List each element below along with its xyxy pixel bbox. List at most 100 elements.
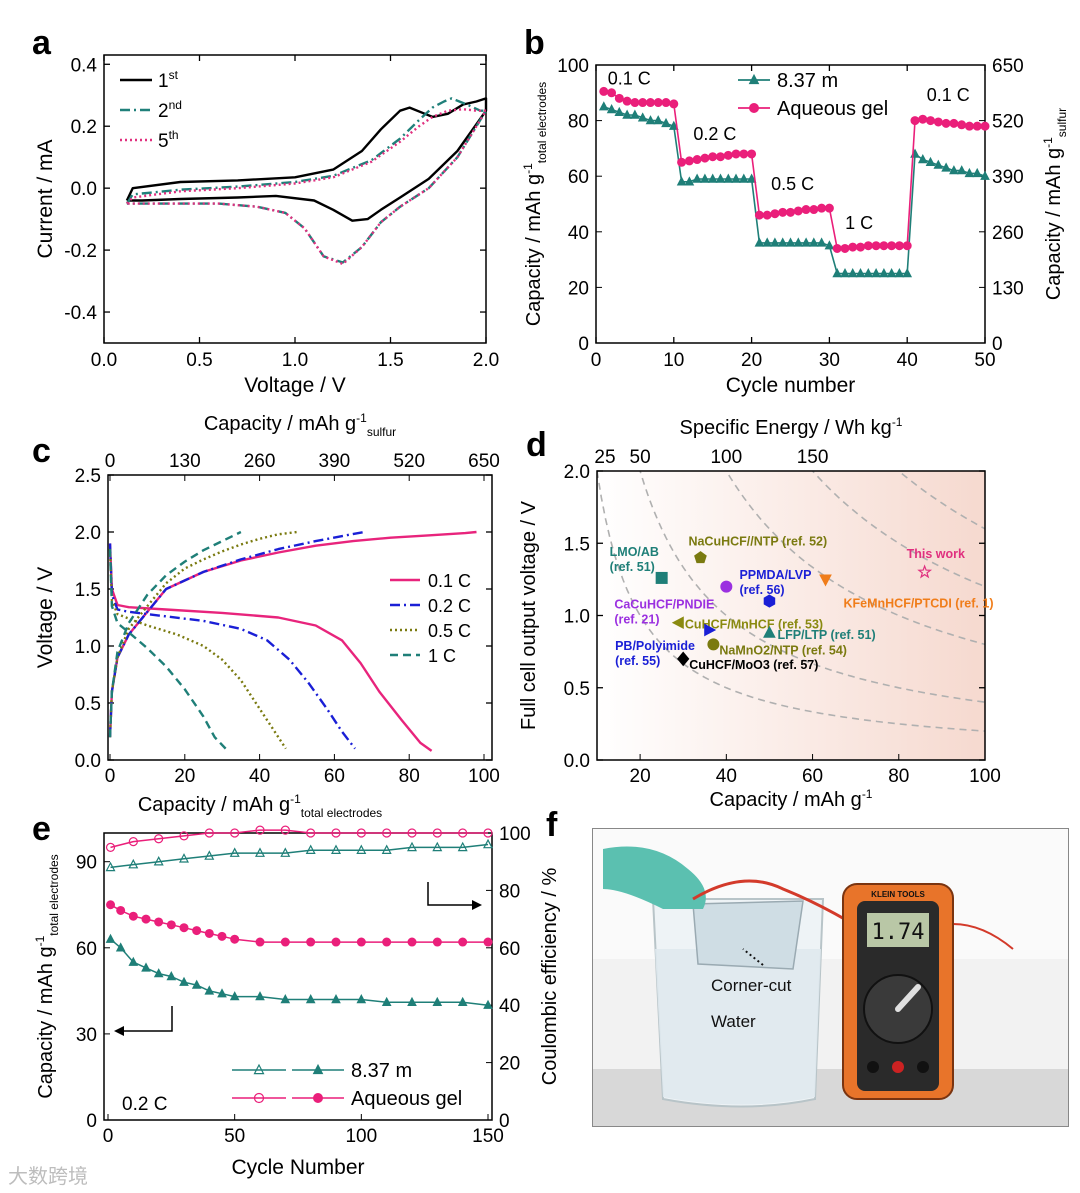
panel-b-point <box>738 173 749 183</box>
panel-b-point <box>777 237 788 247</box>
panel-c-x2-label: 390 <box>319 451 351 472</box>
panel-b-legend-label: 8.37 m <box>777 70 838 92</box>
panel-a-x-label: 2.0 <box>473 350 499 371</box>
panel-b-point <box>723 150 733 160</box>
panel-c-y-label: 1.5 <box>75 580 101 601</box>
panel-e-y2-label: 0 <box>499 1111 510 1132</box>
panel-c-x-label: 100 <box>468 766 500 787</box>
panel-b-point <box>894 268 905 278</box>
panel-letter-d: d <box>526 426 547 464</box>
panel-e-point <box>407 996 417 1006</box>
panel-b-point <box>832 268 843 278</box>
panel-c-charge-1 C <box>108 530 242 738</box>
panel-d-x-label: 20 <box>630 766 651 787</box>
panel-b-xlabel: Cycle number <box>726 374 856 397</box>
panel-e-point <box>407 841 417 852</box>
panel-b-point <box>754 210 764 220</box>
panel-e-point <box>255 825 265 835</box>
panel-b-point <box>886 268 897 278</box>
panel-e-point <box>432 996 443 1006</box>
panel-e-point <box>230 934 240 944</box>
panel-e-point <box>280 825 290 835</box>
panel-b-y2-label: 130 <box>992 278 1024 299</box>
panel-b-point <box>684 156 694 166</box>
panel-b-point <box>824 240 835 250</box>
panel-b-point <box>669 99 679 109</box>
panel-b-point <box>606 104 617 114</box>
panel-e-legend-label: Aqueous gel <box>351 1088 462 1110</box>
panel-b-point <box>622 109 632 119</box>
panel-b-point <box>622 96 632 106</box>
panel-b-point <box>707 173 718 183</box>
panel-b-annotation: 1 C <box>845 213 873 233</box>
panel-c-x-label: 0 <box>105 766 116 787</box>
panel-e-point <box>331 828 341 838</box>
panel-letter-c: c <box>32 432 51 470</box>
panel-b-point <box>808 237 819 247</box>
panel-d-x2-label: 25 <box>594 447 615 468</box>
panel-letter-b: b <box>524 24 545 62</box>
panel-e-arrow-right-head <box>472 900 482 910</box>
panel-d-point <box>819 574 832 587</box>
panel-b-ylabel: Capacity / mAh g-1total electrodes <box>521 82 549 326</box>
panel-b-point <box>964 121 974 131</box>
panel-e-point <box>356 994 367 1004</box>
panel-b-point <box>910 116 920 126</box>
panel-e-point <box>305 844 316 855</box>
panel-d-iso-line <box>597 0 985 413</box>
panel-letter-e: e <box>32 810 51 848</box>
panel-d-x-label: 80 <box>888 766 909 787</box>
panel-d-point-ref: (ref. 56) <box>739 583 784 597</box>
panel-d-point-ref: (ref. 51) <box>610 560 655 574</box>
panel-e-frame <box>103 832 493 1121</box>
watermark-text: 大数跨境 <box>8 1164 88 1188</box>
panel-b-point <box>972 121 982 131</box>
panel-b-y-label: 20 <box>568 278 589 299</box>
panel-e-point <box>141 914 151 924</box>
panel-c-legend-label: 0.2 C <box>428 596 471 616</box>
panel-b-point <box>614 93 624 103</box>
panel-d-x-label: 60 <box>802 766 823 787</box>
panel-e-point <box>483 828 493 838</box>
panel-e-point <box>280 994 291 1004</box>
panel-b-point <box>871 241 881 251</box>
panel-b-point <box>863 268 874 278</box>
panel-d-y-label: 1.5 <box>564 534 590 555</box>
panel-b-point <box>770 237 780 247</box>
panel-b-point <box>676 176 687 186</box>
panel-b-point <box>630 98 640 108</box>
panel-c-charge-0.2 C <box>108 530 365 738</box>
panel-d-background <box>597 471 985 760</box>
panel-a-series-5 <box>126 107 488 266</box>
photo-label-water: Water <box>711 1012 756 1031</box>
panel-e-y2-label: 60 <box>499 939 520 960</box>
panel-b-point <box>653 115 664 125</box>
panel-b-point <box>879 268 889 278</box>
panel-b-y2-label: 0 <box>992 334 1003 355</box>
panel-e-point <box>483 999 493 1009</box>
panel-b-y-label: 100 <box>557 56 589 77</box>
panel-e-x-label: 150 <box>472 1126 504 1147</box>
panel-b-point <box>762 210 772 220</box>
panel-e-arrow-left <box>118 1006 173 1032</box>
panel-a-x-label: 1.5 <box>377 350 403 371</box>
photo-label-corner-cut: Corner-cut <box>711 976 792 995</box>
panel-b-point <box>801 237 811 247</box>
panel-b-point <box>630 109 640 119</box>
panel-e-point <box>381 844 392 855</box>
panel-e-legend-marker <box>253 1063 265 1075</box>
panel-e-point <box>356 828 366 838</box>
panel-e-point <box>255 937 265 947</box>
panel-a-legend-2: 2nd <box>158 98 182 122</box>
panel-e-legend-marker <box>312 1063 324 1075</box>
panel-a-xlabel: Voltage / V <box>244 374 346 397</box>
panel-c-x-label: 60 <box>324 766 345 787</box>
panel-e-y2-label: 40 <box>499 996 520 1017</box>
panel-a-x-label: 0.5 <box>186 350 212 371</box>
panel-b-point <box>731 173 741 183</box>
panel-e-point <box>192 926 202 936</box>
panel-b-y2-label: 390 <box>992 167 1024 188</box>
panel-e-point <box>306 937 316 947</box>
panel-e-point <box>356 937 366 947</box>
panel-e-y2-label: 80 <box>499 881 520 902</box>
